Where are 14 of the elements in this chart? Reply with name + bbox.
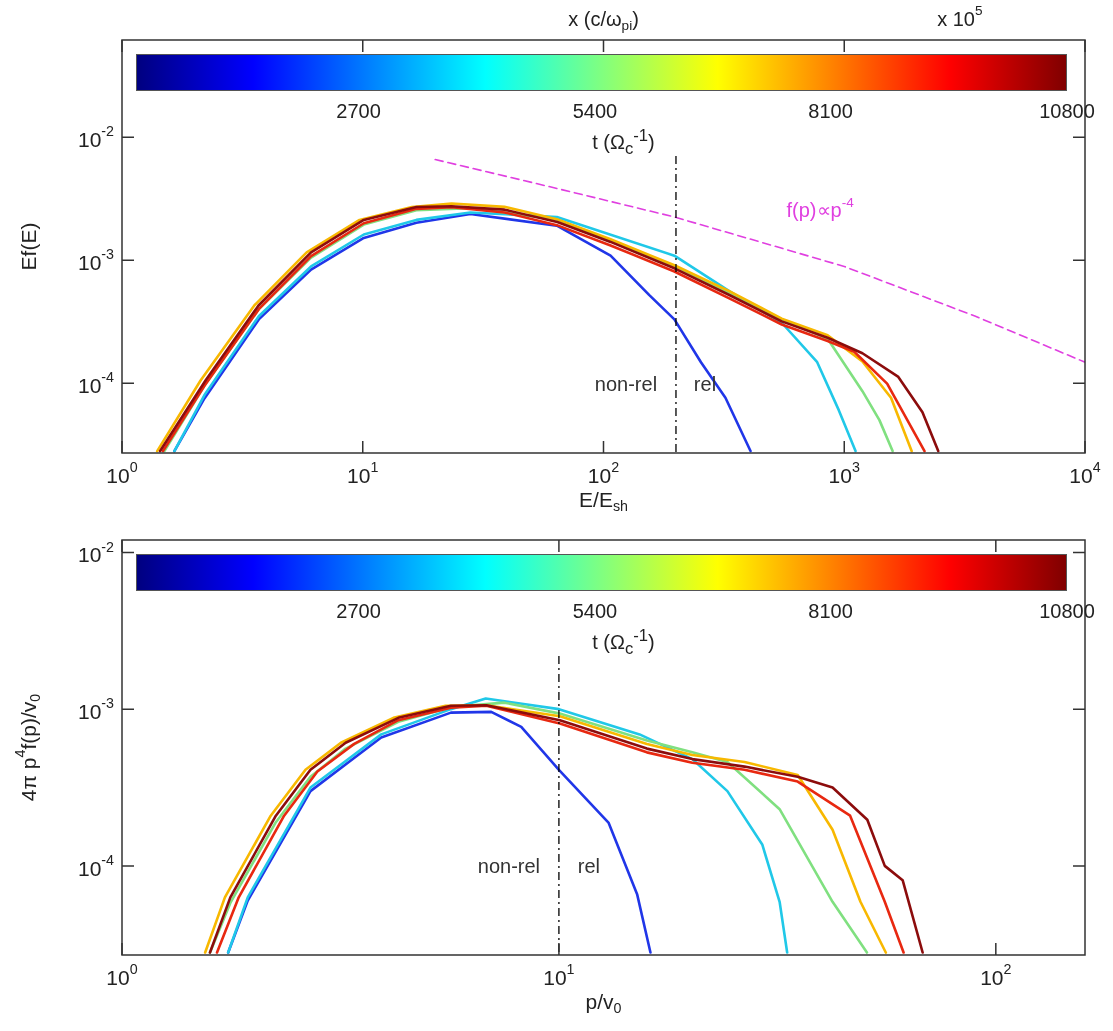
color-bar-title: t (Ω$_{c}$$^{-1}$) (592, 626, 655, 658)
annotation: non-rel (594, 372, 658, 395)
annotation: 5400 (572, 599, 618, 622)
annotation: rel (577, 854, 601, 877)
y-axis-title: Ef(E) (16, 222, 40, 271)
annotation: non-rel (477, 854, 541, 877)
annotation: 5400 (572, 99, 618, 122)
color-bar-title: t (Ω$_{c}$$^{-1}$) (592, 126, 655, 158)
annotation: rel (693, 372, 717, 395)
annotation: 8100 (808, 599, 853, 622)
annotation: 2700 (336, 99, 381, 122)
annotation: 2700 (336, 599, 381, 622)
annotation: 8100 (808, 99, 853, 122)
y-axis-title: 4π p4f(p)/v0 (12, 693, 44, 802)
